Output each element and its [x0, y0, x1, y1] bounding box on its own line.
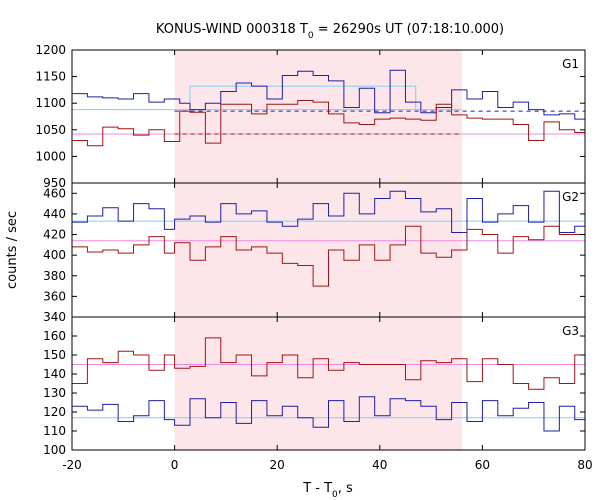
chart-title: KONUS-WIND 000318 T0 = 26290s UT (07:18:… [156, 22, 504, 41]
g3-y-tick-label: 110 [43, 424, 66, 438]
x-axis-label-prefix: T - T [302, 481, 332, 496]
chart-title-subscript: 0 [308, 31, 314, 41]
chart-title-prefix: KONUS-WIND 000318 T [156, 22, 308, 37]
g3-y-tick-label: 140 [43, 367, 66, 381]
g1-y-tick-label: 1200 [35, 43, 66, 57]
g3-panel-label: G3 [562, 324, 579, 338]
chart-title-suffix: = 26290s UT (07:18:10.000) [314, 22, 504, 37]
g2-y-tick-label: 380 [43, 269, 66, 283]
x-tick-label: 0 [171, 458, 179, 472]
g1-y-tick-label: 1100 [35, 96, 66, 110]
g2-panel-label: G2 [562, 190, 579, 204]
g3-y-tick-label: 150 [43, 348, 66, 362]
x-tick-label: 20 [270, 458, 285, 472]
g1-blue-lightcurve [72, 69, 585, 120]
y-axis-label: counts / sec [5, 211, 20, 289]
plot-area: 95010001050110011501200G1340360380400420… [35, 43, 592, 472]
g2-y-tick-label: 440 [43, 207, 66, 221]
g2-y-tick-label: 400 [43, 248, 66, 262]
g1-y-tick-label: 1000 [35, 149, 66, 163]
g1-red-lightcurve [72, 100, 585, 147]
x-axis-label-subscript: 0 [332, 490, 338, 500]
g1-panel-label: G1 [562, 57, 579, 71]
g3-y-tick-label: 100 [43, 443, 66, 457]
g3-red-lightcurve [72, 337, 585, 390]
g3-blue-lightcurve [72, 396, 585, 432]
g3-y-tick-label: 160 [43, 329, 66, 343]
g1-y-tick-label: 950 [43, 176, 66, 190]
g2-blue-lightcurve [72, 190, 585, 233]
g2-y-tick-label: 460 [43, 186, 66, 200]
g3-y-tick-label: 130 [43, 386, 66, 400]
x-axis-label-suffix: , s [338, 481, 353, 496]
g1-cyan-fit-box [189, 85, 417, 112]
x-tick-label: 80 [577, 458, 592, 472]
g2-y-tick-label: 420 [43, 228, 66, 242]
g1-y-tick-label: 1150 [35, 70, 66, 84]
x-tick-label: 60 [475, 458, 490, 472]
g2-y-tick-label: 340 [43, 310, 66, 324]
g2-y-tick-label: 360 [43, 289, 66, 303]
g1-y-tick-label: 1050 [35, 123, 66, 137]
x-tick-label: 40 [372, 458, 387, 472]
x-tick-label: -20 [62, 458, 82, 472]
g3-y-tick-label: 120 [43, 405, 66, 419]
g3-panel-frame [71, 316, 586, 451]
shaded-interval [174, 50, 462, 450]
x-axis-label: T - T0, s [302, 481, 353, 500]
g2-red-lightcurve [72, 225, 585, 287]
